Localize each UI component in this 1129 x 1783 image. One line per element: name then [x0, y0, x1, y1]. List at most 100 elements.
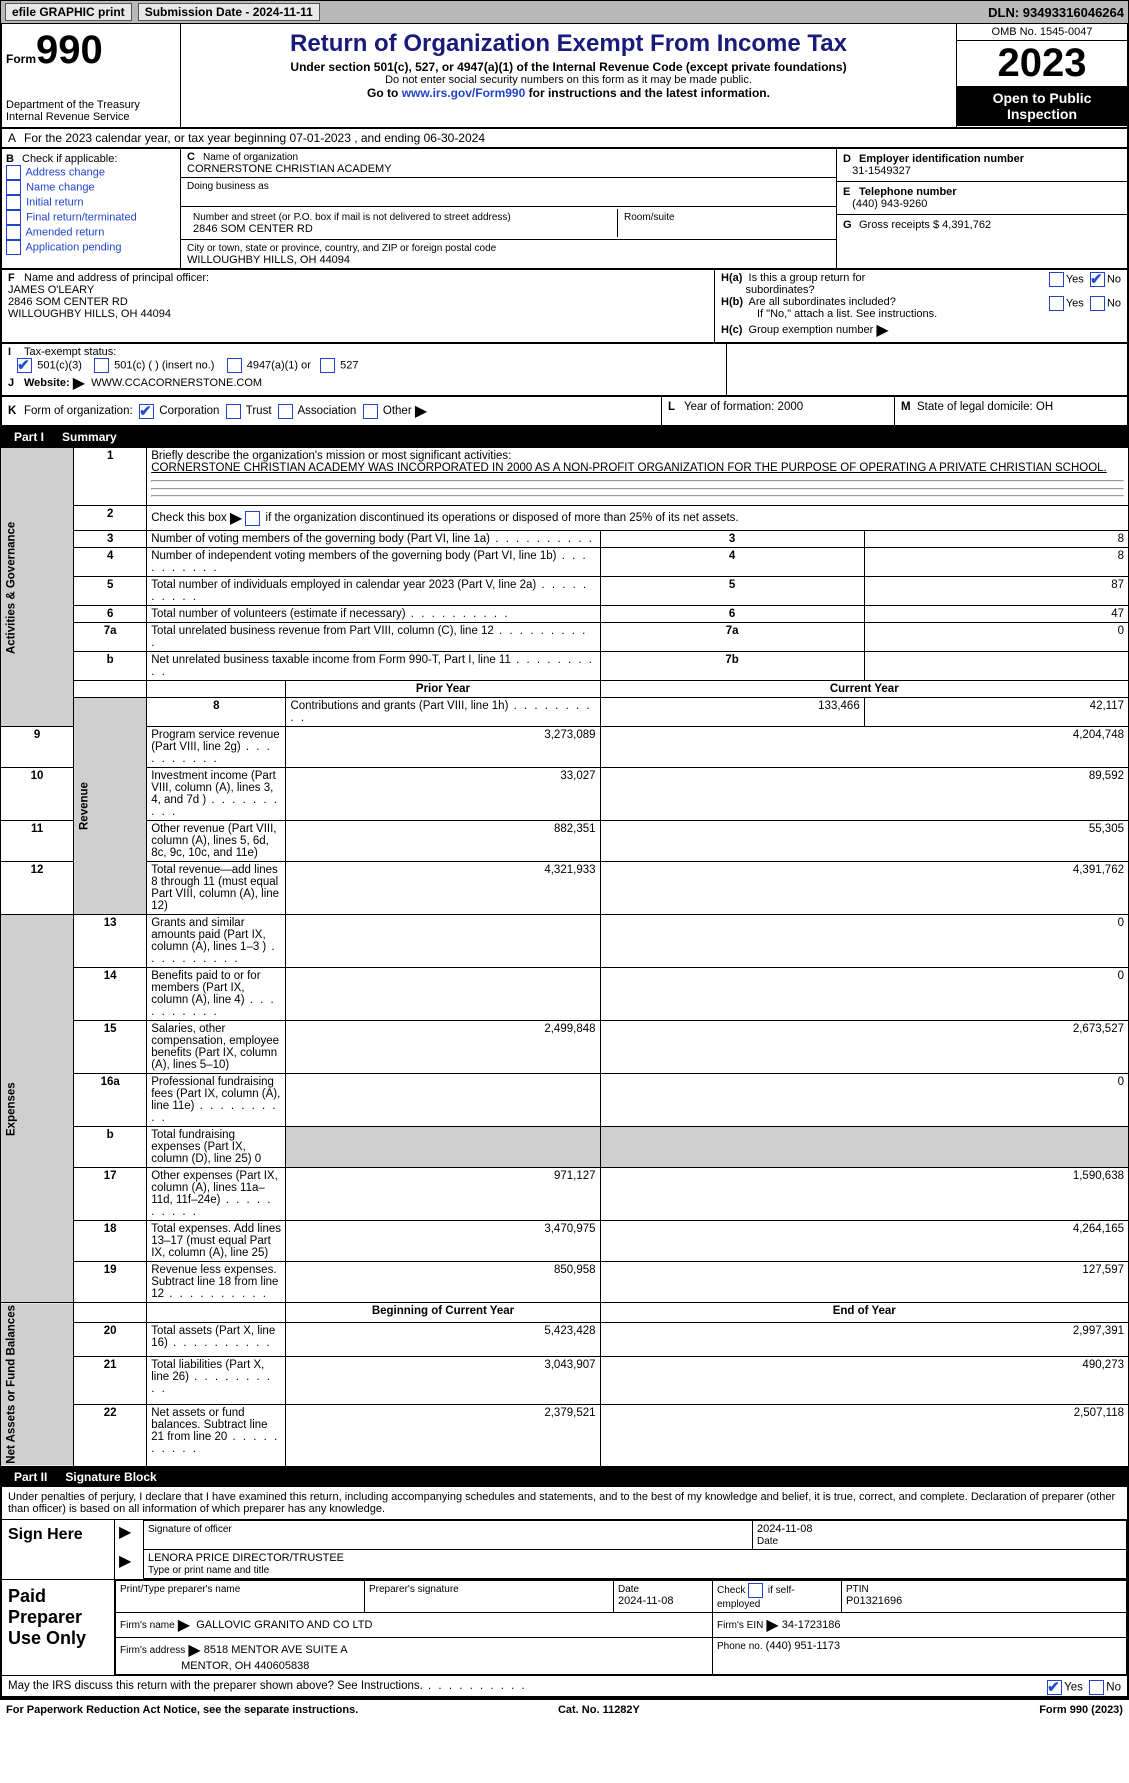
part2-bar: Part IISignature Block	[0, 1467, 1129, 1487]
chk-name-change[interactable]: Name change	[6, 180, 176, 195]
chk-discontinued[interactable]	[245, 511, 260, 526]
chk-address-change[interactable]: Address change	[6, 165, 176, 180]
cat-no: Cat. No. 11282Y	[558, 1704, 640, 1716]
org-name: CORNERSTONE CHRISTIAN ACADEMY	[187, 163, 392, 175]
city: WILLOUGHBY HILLS, OH 44094	[187, 254, 350, 266]
chk-application-pending[interactable]: Application pending	[6, 240, 176, 255]
state-domicile: OH	[1036, 401, 1053, 413]
gross-receipts-label: Gross receipts $	[859, 219, 942, 231]
line22: Net assets or fund balances. Subtract li…	[147, 1404, 286, 1466]
arrow-icon: ▶	[876, 322, 888, 339]
line6: Total number of volunteers (estimate if …	[147, 606, 600, 623]
begin-year-hdr: Beginning of Current Year	[286, 1303, 600, 1323]
chk-527[interactable]	[320, 358, 335, 373]
line16a: Professional fundraising fees (Part IX, …	[147, 1074, 286, 1127]
chk-initial-return[interactable]: Initial return	[6, 195, 176, 210]
ptin: P01321696	[846, 1595, 902, 1607]
line2: Check this box ▶ if the organization dis…	[151, 512, 738, 524]
dln: DLN: 93493316046264	[988, 5, 1124, 20]
form-number: Form990	[6, 28, 176, 73]
discuss-yes[interactable]	[1047, 1680, 1062, 1695]
city-label: City or town, state or province, country…	[187, 243, 496, 254]
line5: Total number of individuals employed in …	[147, 577, 600, 606]
chk-other[interactable]	[363, 404, 378, 419]
cy-8: 42,117	[864, 698, 1128, 727]
officer-name: JAMES O'LEARY	[8, 284, 94, 296]
line7b: Net unrelated business taxable income fr…	[147, 652, 600, 681]
chk-trust[interactable]	[226, 404, 241, 419]
ha-yes[interactable]	[1049, 272, 1064, 287]
line16b: Total fundraising expenses (Part IX, col…	[147, 1127, 286, 1168]
ein-label: Employer identification number	[859, 153, 1024, 165]
hb-yes[interactable]	[1049, 296, 1064, 311]
paperwork-notice: For Paperwork Reduction Act Notice, see …	[6, 1704, 358, 1716]
perjury-declaration: Under penalties of perjury, I declare th…	[2, 1487, 1127, 1519]
line1-label: Briefly describe the organization's miss…	[151, 450, 511, 462]
officer-addr2: WILLOUGHBY HILLS, OH 44094	[8, 308, 171, 320]
chk-final-return[interactable]: Final return/terminated	[6, 210, 176, 225]
state-domicile-label: State of legal domicile:	[917, 401, 1036, 413]
street: 2846 SOM CENTER RD	[193, 223, 313, 235]
firm-name: GALLOVIC GRANITO AND CO LTD	[196, 1619, 372, 1631]
discuss-no[interactable]	[1089, 1680, 1104, 1695]
tax-status-label: Tax-exempt status:	[24, 346, 116, 358]
chk-amended-return[interactable]: Amended return	[6, 225, 176, 240]
chk-self-employed[interactable]	[748, 1583, 763, 1598]
line21: Total liabilities (Part X, line 26)	[147, 1356, 286, 1404]
chk-501c[interactable]	[94, 358, 109, 373]
prior-year-hdr: Prior Year	[286, 681, 600, 698]
efile-print-btn[interactable]: efile GRAPHIC print	[5, 3, 132, 21]
line15: Salaries, other compensation, employee b…	[147, 1021, 286, 1074]
line10: Investment income (Part VIII, column (A)…	[147, 768, 286, 821]
hc-label: Group exemption number	[749, 324, 874, 336]
form-footer: Form 990 (2023)	[1039, 1704, 1123, 1716]
dba-label: Doing business as	[187, 181, 269, 192]
side-expenses: Expenses	[1, 915, 74, 1303]
hb-label: Are all subordinates included?	[749, 296, 896, 308]
row-klm: KForm of organization: Corporation Trust…	[0, 397, 1129, 427]
form990-link[interactable]: www.irs.gov/Form990	[402, 86, 526, 100]
chk-assoc[interactable]	[278, 404, 293, 419]
sign-here-label: Sign Here	[2, 1520, 115, 1579]
side-revenue: Revenue	[74, 698, 147, 915]
chk-4947[interactable]	[227, 358, 242, 373]
hb-no[interactable]	[1090, 296, 1105, 311]
officer-label: Name and address of principal officer:	[24, 272, 209, 284]
firm-city: MENTOR, OH 440605838	[181, 1660, 309, 1672]
val-3: 8	[864, 531, 1128, 548]
ein: 31-1549327	[852, 165, 911, 177]
header-grid: BCheck if applicable: Address change Nam…	[0, 149, 1129, 270]
chk-corp[interactable]	[139, 404, 154, 419]
line11: Other revenue (Part VIII, column (A), li…	[147, 821, 286, 862]
org-name-label: Name of organization	[203, 152, 298, 163]
street-label: Number and street (or P.O. box if mail i…	[193, 212, 511, 223]
form-title: Return of Organization Exempt From Incom…	[189, 30, 948, 58]
discuss-line: May the IRS discuss this return with the…	[2, 1675, 1127, 1696]
line8: Contributions and grants (Part VIII, lin…	[286, 698, 600, 727]
line17: Other expenses (Part IX, column (A), lin…	[147, 1168, 286, 1221]
chk-501c3[interactable]	[17, 358, 32, 373]
website: WWW.CCACORNERSTONE.COM	[91, 377, 262, 389]
grid-fh: FName and address of principal officer: …	[0, 270, 1129, 344]
signature-block: Under penalties of perjury, I declare th…	[0, 1487, 1129, 1698]
row-ij: ITax-exempt status: 501(c)(3) 501(c) ( )…	[0, 344, 1129, 397]
open-to-public: Open to Public Inspection	[957, 86, 1127, 126]
current-year-hdr: Current Year	[600, 681, 1128, 698]
room-label: Room/suite	[624, 212, 675, 223]
line3: Number of voting members of the governin…	[147, 531, 600, 548]
line7a: Total unrelated business revenue from Pa…	[147, 623, 600, 652]
ha-no[interactable]	[1090, 272, 1105, 287]
firm-phone: (440) 951-1173	[766, 1640, 840, 1652]
side-net-assets: Net Assets or Fund Balances	[1, 1303, 74, 1467]
val-7a: 0	[864, 623, 1128, 652]
firm-addr: 8518 MENTOR AVE SUITE A	[204, 1644, 348, 1656]
line4: Number of independent voting members of …	[147, 548, 600, 577]
line13: Grants and similar amounts paid (Part IX…	[147, 915, 286, 968]
instructions-link-line: Go to www.irs.gov/Form990 for instructio…	[189, 86, 948, 100]
dept-treasury: Department of the Treasury	[6, 99, 176, 111]
val-5: 87	[864, 577, 1128, 606]
ssn-warning: Do not enter social security numbers on …	[189, 74, 948, 86]
firm-ein: 34-1723186	[782, 1619, 841, 1631]
irs: Internal Revenue Service	[6, 111, 176, 123]
omb-number: OMB No. 1545-0047	[957, 24, 1127, 41]
